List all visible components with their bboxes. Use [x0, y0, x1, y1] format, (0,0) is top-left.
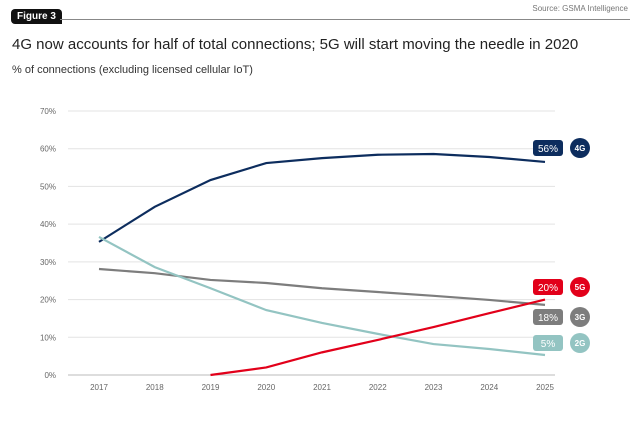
legend-badge-4g [570, 138, 590, 158]
end-value-label: 5% [541, 339, 556, 350]
series-line-2g [98, 235, 546, 357]
legend-badge-5g [570, 277, 590, 297]
figure-label: Figure 3 [11, 9, 62, 24]
end-label-box-4g [533, 140, 563, 156]
header-rule [60, 19, 630, 20]
end-value-label: 20% [538, 283, 558, 294]
x-tick-label: 2021 [313, 383, 331, 392]
chart-title: 4G now accounts for half of total connec… [12, 36, 579, 53]
legend-label: 5G [575, 283, 586, 292]
x-tick-label: 2024 [480, 383, 498, 392]
end-value-label: 18% [538, 313, 558, 324]
y-tick-label: 0% [44, 371, 56, 380]
x-tick-label: 2023 [425, 383, 443, 392]
legend-label: 2G [575, 339, 586, 348]
y-tick-label: 70% [40, 107, 56, 116]
series-line-4g [98, 152, 546, 243]
end-label-box-3g [533, 309, 563, 325]
series-line-3g [98, 267, 546, 306]
y-tick-label: 10% [40, 333, 56, 342]
x-tick-label: 2019 [202, 383, 220, 392]
legend-badge-2g [570, 333, 590, 353]
legend-label: 3G [575, 313, 586, 322]
y-tick-label: 50% [40, 182, 56, 191]
series-line-5g [210, 298, 546, 377]
y-tick-label: 20% [40, 296, 56, 305]
legend-label: 4G [575, 144, 586, 153]
end-label-box-5g [533, 279, 563, 295]
x-tick-label: 2022 [369, 383, 387, 392]
chart-subtitle: % of connections (excluding licensed cel… [12, 64, 253, 76]
x-tick-label: 2018 [146, 383, 164, 392]
x-tick-label: 2025 [536, 383, 554, 392]
y-tick-label: 30% [40, 258, 56, 267]
x-tick-label: 2020 [257, 383, 275, 392]
legend-badge-3g [570, 307, 590, 327]
y-tick-label: 40% [40, 220, 56, 229]
source-text: Source: GSMA Intelligence [532, 4, 628, 13]
end-label-box-2g [533, 335, 563, 351]
end-value-label: 56% [538, 144, 558, 155]
y-tick-label: 60% [40, 145, 56, 154]
x-tick-label: 2017 [90, 383, 108, 392]
